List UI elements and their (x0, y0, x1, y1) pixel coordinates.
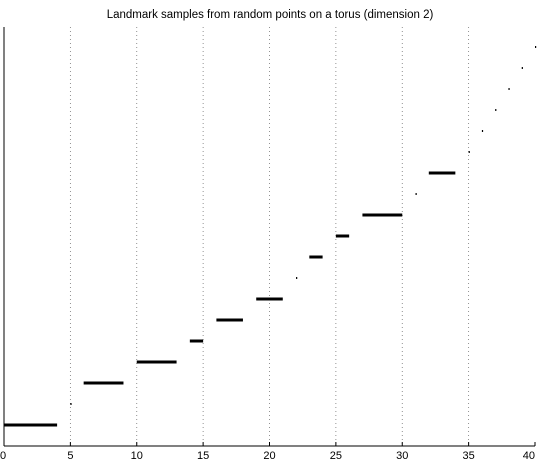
interval-bar (362, 213, 403, 217)
interval-bar (508, 88, 510, 90)
interval-bar (136, 360, 177, 364)
interval-bar (468, 151, 470, 153)
x-tick-label: 5 (67, 450, 73, 461)
axes-frame (3, 27, 535, 447)
x-tick-label: 20 (263, 450, 275, 461)
interval-bar (309, 255, 323, 259)
interval-bar (428, 171, 456, 175)
interval-bar (189, 339, 204, 343)
interval-bar (216, 318, 243, 322)
interval-bar (4, 423, 58, 427)
interval-bar (83, 381, 124, 385)
interval-bar (256, 297, 283, 301)
interval-bar (521, 67, 523, 69)
interval-bar (296, 277, 298, 279)
interval-bars (4, 46, 537, 427)
interval-bar (481, 130, 484, 132)
interval-bar (495, 109, 497, 111)
x-tick-label: 0 (0, 450, 6, 461)
chart-title: Landmark samples from random points on a… (107, 9, 434, 21)
x-tick-label: 25 (330, 450, 342, 461)
x-tick-label: 10 (131, 450, 143, 461)
interval-bar (70, 403, 72, 405)
grid-lines (69, 27, 470, 446)
x-tick-label: 35 (463, 450, 475, 461)
x-tick-label: 40 (523, 450, 535, 461)
interval-bar (335, 234, 350, 238)
x-axis-ticks: 0 5 10 15 20 25 30 35 40 (0, 442, 536, 461)
interval-bar (535, 46, 537, 48)
x-tick-label: 15 (197, 450, 209, 461)
x-tick-label: 30 (396, 450, 408, 461)
interval-bar (415, 193, 417, 195)
